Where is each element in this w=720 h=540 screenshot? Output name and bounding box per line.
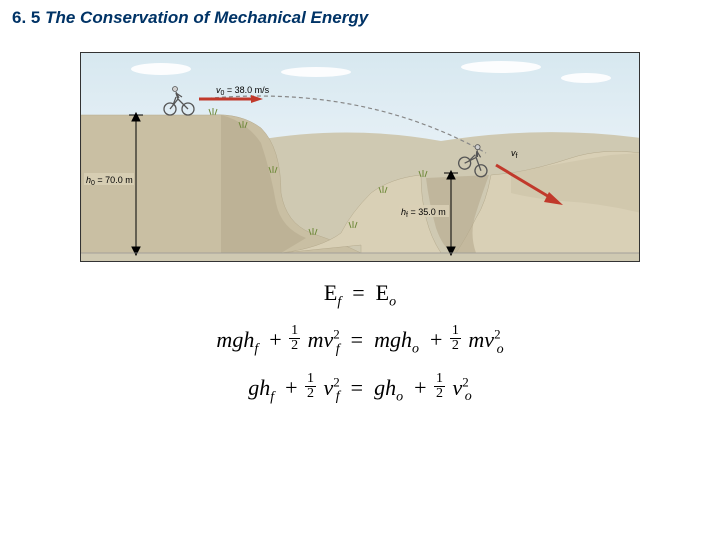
eq2-h1: h (243, 327, 254, 352)
frac-half-2: 12 (450, 324, 461, 353)
initial-velocity-label: v0 = 38.0 m/s (216, 85, 270, 97)
slide-header: 6. 5 The Conservation of Mechanical Ener… (0, 0, 720, 36)
eq2-sup1: 2 (333, 327, 340, 342)
eq3-v1: v (324, 375, 334, 400)
equations-block: Ef = Eo mghf + 12 mv2f = mgho + 12 mv2o … (0, 280, 720, 405)
eq2-h2: h (401, 327, 412, 352)
eq2-m4: m (468, 327, 484, 352)
eq3-sub-f2: f (336, 389, 340, 404)
equation-3: ghf + 12 v2f = gho + 12 v2o (0, 372, 720, 405)
eq3-g2: g (374, 375, 385, 400)
eq2-g1: g (232, 327, 243, 352)
eq2-sub-o2: o (497, 342, 504, 357)
eq3-h2: h (385, 375, 396, 400)
eq1-rhs-sub: o (389, 294, 396, 309)
eq3-sub-o1: o (396, 389, 403, 404)
eq3-sub-f1: f (270, 389, 274, 404)
biker-initial (164, 87, 194, 116)
eq3-v2: v (453, 375, 463, 400)
eq2-v1: v (324, 327, 334, 352)
eq3-sup2: 2 (462, 374, 469, 389)
eq2-m1: m (216, 327, 232, 352)
eq2-sup2: 2 (494, 327, 501, 342)
frac-half-4: 12 (434, 372, 445, 401)
eq1-lhs-sub: f (337, 294, 341, 309)
eq3-h1: h (259, 375, 270, 400)
eq2-m2: m (308, 327, 324, 352)
eq2-sub-f2: f (336, 342, 340, 357)
figure-svg: v0 = 38.0 m/s vf h0 = 70.0 m (81, 53, 640, 262)
eq1-rhs-sym: E (376, 280, 389, 305)
eq2-sub-o1: o (412, 342, 419, 357)
section-title: The Conservation of Mechanical Energy (45, 8, 368, 27)
eq1-lhs-sym: E (324, 280, 337, 305)
eq2-v2: v (484, 327, 494, 352)
eq3-sup1: 2 (333, 374, 340, 389)
eq2-g2: g (390, 327, 401, 352)
eq3-sub-o2: o (465, 389, 472, 404)
frac-half-1: 12 (289, 324, 300, 353)
eq3-g1: g (248, 375, 259, 400)
physics-figure: v0 = 38.0 m/s vf h0 = 70.0 m (80, 52, 640, 262)
equation-1: Ef = Eo (0, 280, 720, 310)
eq2-sub-f1: f (254, 342, 258, 357)
frac-half-3: 12 (305, 372, 316, 401)
section-number: 6. 5 (12, 8, 40, 27)
equation-2: mghf + 12 mv2f = mgho + 12 mv2o (0, 324, 720, 357)
eq2-m3: m (374, 327, 390, 352)
